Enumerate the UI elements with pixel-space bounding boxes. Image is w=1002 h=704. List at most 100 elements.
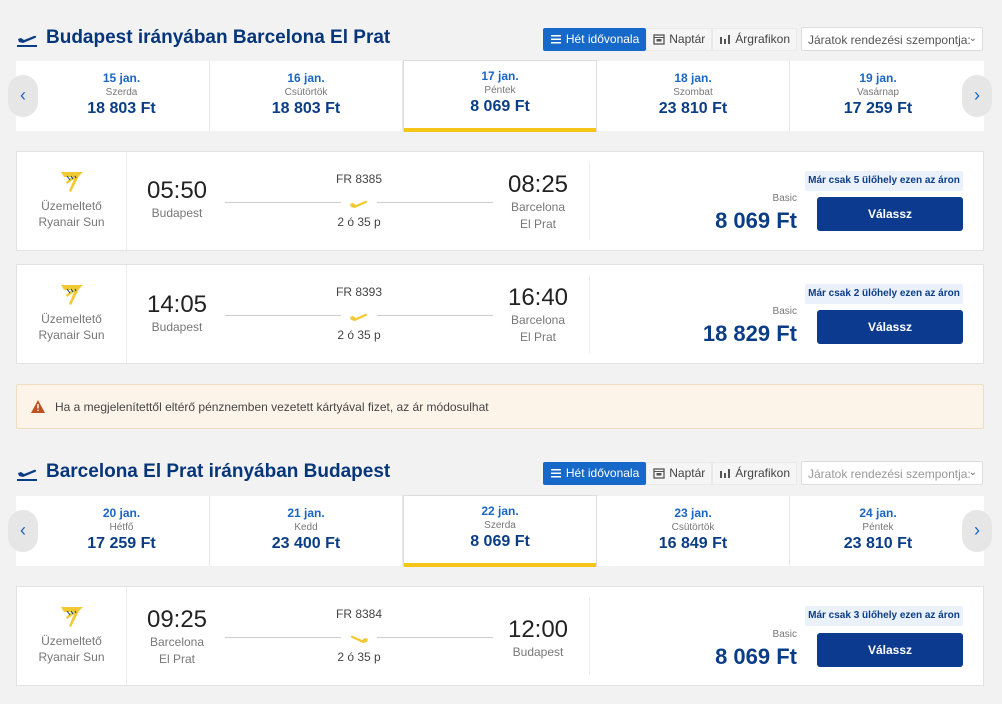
plane-icon <box>350 200 368 208</box>
flight-price: 8 069 Ft <box>715 208 797 233</box>
price-chart-view-label: Árgrafikon <box>735 32 790 46</box>
date-cell[interactable]: 16 jan. Csütörtök 18 803 Ft <box>210 61 403 131</box>
weekday-label: Hétfő <box>109 522 134 533</box>
flight-duration: 2 ó 35 p <box>337 328 381 342</box>
prev-week-button[interactable]: ‹ <box>8 510 38 552</box>
arrival-place: Barcelona <box>510 200 566 214</box>
sort-select[interactable]: Járatok rendezési szempontja: ⌄ <box>801 27 983 51</box>
departure-place: Budapest <box>151 320 203 334</box>
divider <box>589 275 590 353</box>
inbound-header: Barcelona El Prat irányában Budapest Hét… <box>16 460 984 488</box>
date-label: 23 jan. <box>674 506 712 520</box>
date-cell[interactable]: 23 jan. Csütörtök 16 849 Ft <box>597 496 790 566</box>
date-cell[interactable]: 21 jan. Kedd 23 400 Ft <box>210 496 403 566</box>
arrival: 12:00 Budapest <box>495 616 581 661</box>
week-view-button[interactable]: Hét idővonala <box>542 27 647 51</box>
date-cell-selected[interactable]: 17 jan. Péntek 8 069 Ft <box>403 60 597 132</box>
date-cell[interactable]: 24 jan. Péntek 23 810 Ft <box>790 496 966 566</box>
calendar-view-button[interactable]: Naptár <box>646 27 713 51</box>
departure: 09:25 Barcelona El Prat <box>137 606 217 668</box>
arrival-time: 16:40 <box>507 284 569 311</box>
date-cell[interactable]: 19 jan. Vasárnap 17 259 Ft <box>790 61 966 131</box>
operator-label: Üzemeltető <box>41 634 102 648</box>
calendar-view-label: Naptár <box>669 466 706 480</box>
departure-place: Budapest <box>151 206 203 220</box>
calendar-icon <box>653 468 665 479</box>
date-price: 18 803 Ft <box>87 100 156 117</box>
chevron-down-icon: ⌄ <box>968 33 977 44</box>
arrival-place: El Prat <box>519 330 556 344</box>
airline-info: Üzemeltető Ryanair Sun <box>17 152 127 250</box>
view-toggle: Hét idővonala Naptár Árgrafikon <box>542 461 797 485</box>
departure-place: Barcelona <box>149 635 205 649</box>
date-price: 16 849 Ft <box>658 535 728 552</box>
date-cell[interactable]: 18 jan. Szombat 23 810 Ft <box>597 61 790 131</box>
bar-chart-icon <box>720 35 731 44</box>
date-price: 8 069 Ft <box>470 98 530 115</box>
plane-icon <box>350 635 368 643</box>
plane-takeoff-icon <box>17 469 37 481</box>
route: FR 8393 2 ó 35 p <box>225 265 493 363</box>
price-chart-view-button[interactable]: Árgrafikon <box>712 27 797 51</box>
arrival-place: Budapest <box>512 645 564 659</box>
week-view-label: Hét idővonala <box>565 32 640 46</box>
calendar-view-button[interactable]: Naptár <box>646 461 713 485</box>
select-flight-button[interactable]: Válassz <box>817 633 963 667</box>
next-week-button[interactable]: › <box>962 510 992 552</box>
date-label: 21 jan. <box>287 506 325 520</box>
seats-badge: Már csak 2 ülőhely ezen az áron <box>805 284 963 304</box>
airline-info: Üzemeltető Ryanair Sun <box>17 587 127 685</box>
select-flight-button[interactable]: Válassz <box>817 197 963 231</box>
operator-name: Ryanair Sun <box>38 328 105 342</box>
price-chart-view-label: Árgrafikon <box>735 466 790 480</box>
operator-label: Üzemeltető <box>41 312 102 326</box>
flight-card: Üzemeltető Ryanair Sun 09:25 Barcelona E… <box>16 586 984 686</box>
date-price: 23 400 Ft <box>271 535 341 552</box>
sort-select[interactable]: Járatok rendezési szempontja: ⌄ <box>801 461 983 485</box>
weekday-label: Szerda <box>484 520 516 531</box>
sort-placeholder: Járatok rendezési szempontja: <box>808 33 971 47</box>
divider <box>589 162 590 240</box>
outbound-header: Budapest irányában Barcelona El Prat Hét… <box>16 26 984 54</box>
route: FR 8384 2 ó 35 p <box>225 587 493 685</box>
chevron-left-icon: ‹ <box>20 520 26 540</box>
date-price: 17 259 Ft <box>87 535 156 552</box>
chevron-down-icon: ⌄ <box>968 467 977 478</box>
currency-notice: Ha a megjelenítettől eltérő pénznemben v… <box>16 384 984 429</box>
flight-price: 18 829 Ft <box>702 321 797 346</box>
prev-week-button[interactable]: ‹ <box>8 75 38 117</box>
date-label: 24 jan. <box>859 506 897 520</box>
route-line <box>377 202 493 203</box>
flight-price: 8 069 Ft <box>715 644 797 669</box>
arrival: 08:25 Barcelona El Prat <box>495 171 581 233</box>
date-label: 20 jan. <box>102 506 141 520</box>
price-chart-view-button[interactable]: Árgrafikon <box>712 461 797 485</box>
chevron-right-icon: › <box>974 85 980 105</box>
date-cell-selected[interactable]: 22 jan. Szerda 8 069 Ft <box>403 495 597 567</box>
departure-time: 09:25 <box>146 606 208 633</box>
weekday-label: Csütörtök <box>284 87 328 98</box>
date-cell[interactable]: 20 jan. Hétfő 17 259 Ft <box>34 496 210 566</box>
weekday-label: Szombat <box>673 87 713 98</box>
flight-card: Üzemeltető Ryanair Sun 14:05 Budapest FR… <box>16 264 984 364</box>
week-view-button[interactable]: Hét idővonala <box>542 461 647 485</box>
flight-duration: 2 ó 35 p <box>337 215 381 229</box>
date-label: 17 jan. <box>481 69 519 83</box>
operator-label: Üzemeltető <box>41 199 102 213</box>
seats-badge: Már csak 5 ülőhely ezen az áron <box>805 171 963 191</box>
select-flight-button[interactable]: Válassz <box>817 310 963 344</box>
next-week-button[interactable]: › <box>962 75 992 117</box>
date-cell[interactable]: 15 jan. Szerda 18 803 Ft <box>34 61 210 131</box>
operator-name: Ryanair Sun <box>38 215 105 229</box>
plane-icon <box>350 313 368 321</box>
weekday-label: Kedd <box>294 522 318 533</box>
route: FR 8385 2 ó 35 p <box>225 152 493 250</box>
weekday-label: Csütörtök <box>671 522 715 533</box>
route-line <box>377 315 493 316</box>
arrival-time: 12:00 <box>507 616 569 643</box>
airline-info: Üzemeltető Ryanair Sun <box>17 265 127 363</box>
flight-number: FR 8384 <box>335 607 383 621</box>
arrival-place: El Prat <box>519 217 556 231</box>
weekday-label: Szerda <box>105 87 138 98</box>
flight-number: FR 8385 <box>335 172 383 186</box>
